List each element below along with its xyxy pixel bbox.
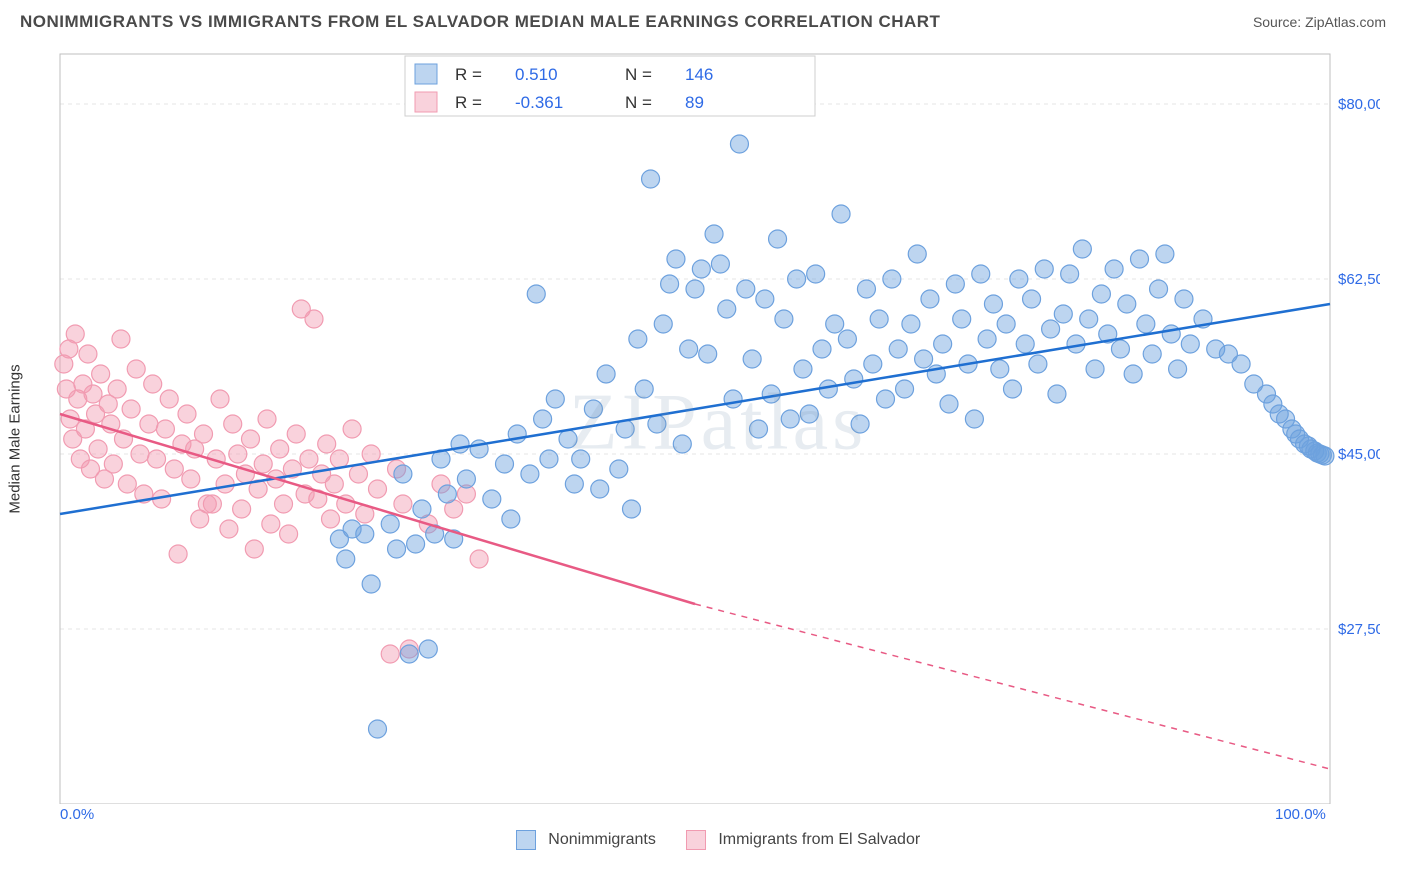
svg-text:N =: N = bbox=[625, 65, 652, 84]
svg-text:$80,000: $80,000 bbox=[1338, 96, 1380, 113]
x-axis-ticks: 0.0%100.0% bbox=[50, 804, 1380, 824]
chart-title: NONIMMIGRANTS VS IMMIGRANTS FROM EL SALV… bbox=[20, 12, 940, 32]
legend-bottom: Nonimmigrants Immigrants from El Salvado… bbox=[50, 830, 1386, 850]
chart-area: Median Male Earnings ZIPatlas $27,500$45… bbox=[50, 44, 1386, 834]
chart-header: NONIMMIGRANTS VS IMMIGRANTS FROM EL SALV… bbox=[0, 0, 1406, 36]
legend-item-nonimmigrants: Nonimmigrants bbox=[516, 830, 656, 850]
svg-text:-0.361: -0.361 bbox=[515, 93, 563, 112]
legend-item-immigrants: Immigrants from El Salvador bbox=[686, 830, 920, 850]
svg-text:$45,000: $45,000 bbox=[1338, 446, 1380, 463]
svg-text:R =: R = bbox=[455, 93, 482, 112]
legend-swatch-pink bbox=[686, 830, 706, 850]
chart-source: Source: ZipAtlas.com bbox=[1253, 14, 1386, 30]
svg-text:$27,500: $27,500 bbox=[1338, 621, 1380, 638]
scatter-chart: $27,500 $45,000 $62,500 $80,000 R = 0.510 N = 1… bbox=[50, 44, 1380, 804]
svg-text:89: 89 bbox=[685, 93, 704, 112]
svg-text:$62,500: $62,500 bbox=[1338, 271, 1380, 288]
y-axis-label: Median Male Earnings bbox=[7, 364, 24, 513]
svg-text:R =: R = bbox=[455, 65, 482, 84]
legend-swatch-blue bbox=[516, 830, 536, 850]
svg-text:N =: N = bbox=[625, 93, 652, 112]
legend-label-nonimmigrants: Nonimmigrants bbox=[548, 831, 656, 848]
svg-text:0.510: 0.510 bbox=[515, 65, 558, 84]
legend-label-immigrants: Immigrants from El Salvador bbox=[718, 831, 920, 848]
svg-text:146: 146 bbox=[685, 65, 713, 84]
